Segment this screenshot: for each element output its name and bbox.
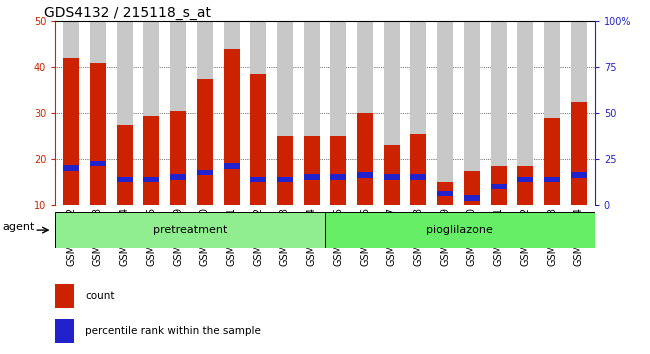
- Text: percentile rank within the sample: percentile rank within the sample: [85, 326, 261, 336]
- Bar: [55, 284, 74, 308]
- Bar: [117, 177, 133, 182]
- Bar: [517, 21, 533, 205]
- Bar: [491, 184, 506, 189]
- Bar: [357, 113, 373, 205]
- Bar: [117, 125, 133, 205]
- Bar: [277, 136, 293, 205]
- Bar: [384, 145, 400, 205]
- Bar: [117, 21, 133, 205]
- Bar: [410, 134, 426, 205]
- Bar: [357, 21, 373, 205]
- Bar: [571, 102, 587, 205]
- Bar: [197, 170, 213, 175]
- Bar: [384, 21, 400, 205]
- Bar: [224, 49, 240, 205]
- Bar: [304, 21, 320, 205]
- Bar: [410, 175, 426, 180]
- Bar: [437, 21, 453, 205]
- Bar: [544, 21, 560, 205]
- Bar: [170, 111, 186, 205]
- Bar: [197, 79, 213, 205]
- Bar: [90, 63, 106, 205]
- Bar: [357, 172, 373, 178]
- Bar: [224, 163, 240, 169]
- Bar: [384, 175, 400, 180]
- Bar: [410, 21, 426, 205]
- Bar: [464, 171, 480, 205]
- Bar: [464, 195, 480, 201]
- Bar: [250, 74, 266, 205]
- Bar: [90, 21, 106, 205]
- Bar: [144, 115, 159, 205]
- Bar: [277, 21, 293, 205]
- Bar: [437, 190, 453, 196]
- Text: count: count: [85, 291, 114, 301]
- Bar: [250, 21, 266, 205]
- Bar: [491, 21, 506, 205]
- Bar: [63, 21, 79, 205]
- Bar: [330, 21, 346, 205]
- Bar: [63, 165, 79, 171]
- Text: agent: agent: [3, 222, 35, 232]
- Bar: [544, 118, 560, 205]
- Bar: [224, 21, 240, 205]
- Bar: [55, 319, 74, 343]
- Bar: [330, 136, 346, 205]
- Bar: [517, 177, 533, 182]
- Bar: [571, 172, 587, 178]
- Bar: [90, 161, 106, 166]
- Bar: [517, 166, 533, 205]
- Text: GDS4132 / 215118_s_at: GDS4132 / 215118_s_at: [44, 6, 211, 20]
- Bar: [437, 182, 453, 205]
- Text: pioglilazone: pioglilazone: [426, 225, 493, 235]
- Bar: [277, 177, 293, 182]
- Bar: [197, 21, 213, 205]
- Bar: [250, 177, 266, 182]
- Bar: [55, 212, 325, 248]
- Bar: [170, 21, 186, 205]
- Bar: [144, 177, 159, 182]
- Bar: [63, 58, 79, 205]
- Bar: [464, 21, 480, 205]
- Bar: [144, 21, 159, 205]
- Text: pretreatment: pretreatment: [153, 225, 228, 235]
- Bar: [304, 175, 320, 180]
- Bar: [544, 177, 560, 182]
- Bar: [325, 212, 595, 248]
- Bar: [491, 166, 506, 205]
- Bar: [330, 175, 346, 180]
- Bar: [170, 175, 186, 180]
- Bar: [304, 136, 320, 205]
- Bar: [571, 21, 587, 205]
